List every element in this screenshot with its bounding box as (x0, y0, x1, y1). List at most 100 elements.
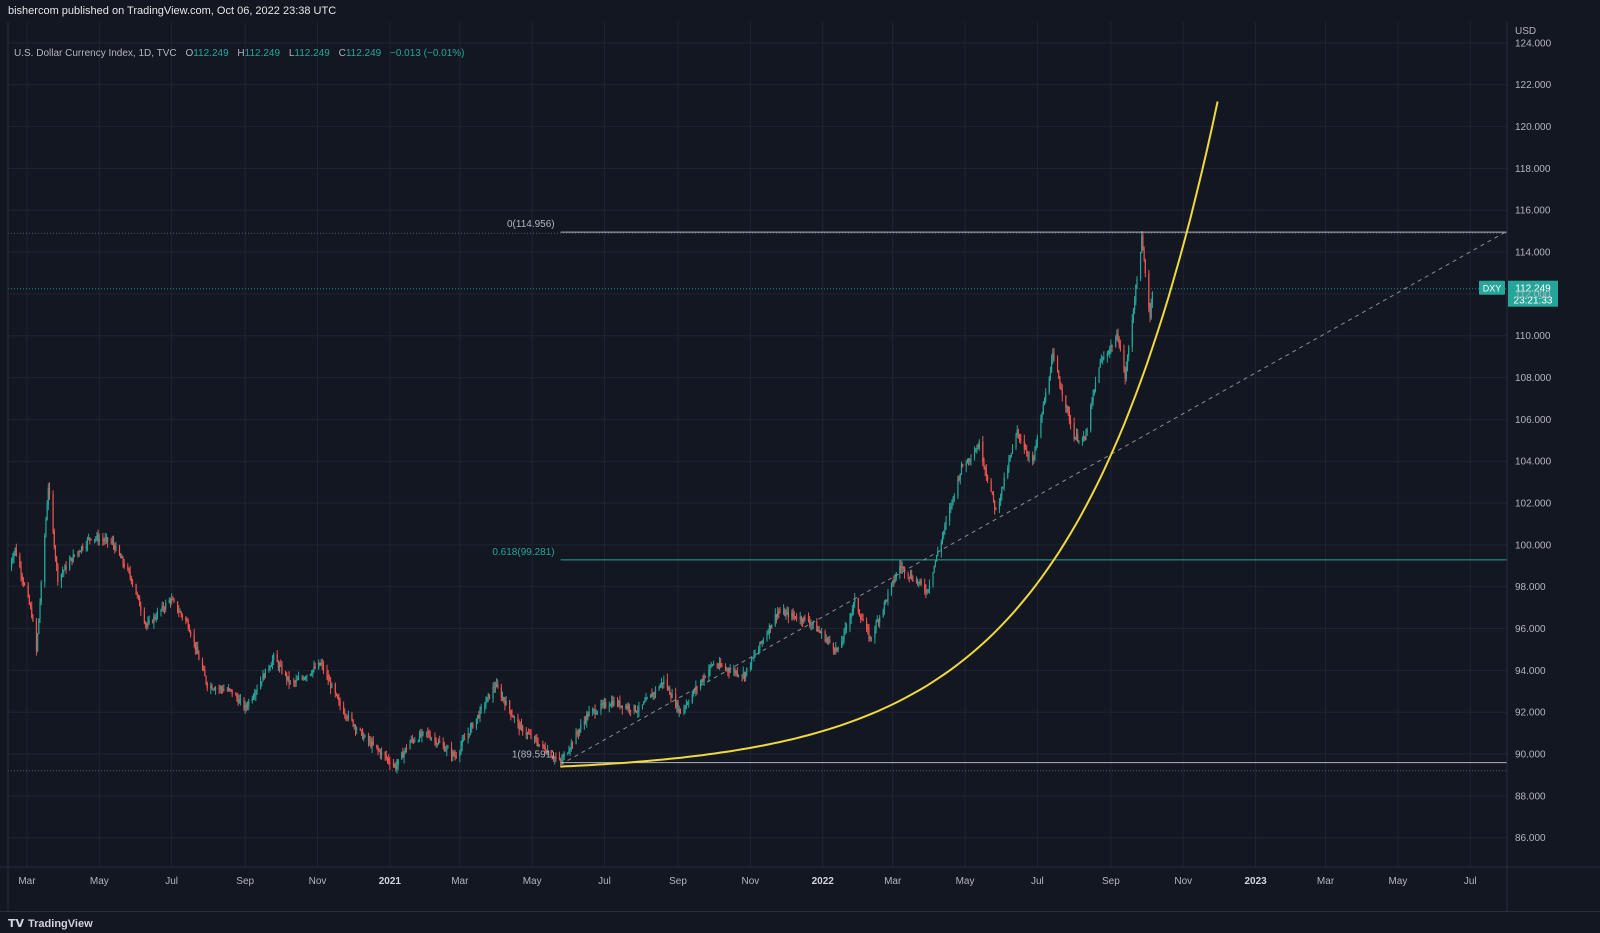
candle-body (69, 560, 71, 570)
candle-body (771, 624, 773, 629)
candle-body (784, 610, 786, 617)
candle-body (29, 604, 32, 608)
candle-body (435, 739, 437, 745)
candle-body (511, 715, 513, 717)
candle-body (658, 687, 660, 690)
candle-body (171, 599, 173, 602)
candle-body (782, 610, 785, 613)
candle-body (729, 670, 731, 673)
candle-body (63, 570, 65, 573)
candle-body (21, 575, 23, 580)
candle-body (135, 583, 137, 595)
candle-body (575, 732, 577, 745)
candle-body (271, 659, 274, 666)
candle-body (434, 738, 436, 740)
candle-body (545, 751, 548, 754)
candle-body (1011, 447, 1014, 454)
candle-body (618, 700, 620, 706)
candle-body (251, 698, 253, 702)
fib-level-label: 0(114.956) (507, 219, 555, 230)
candle-body (580, 724, 582, 730)
candle-body (86, 538, 89, 546)
y-tick-label: 106.000 (1515, 415, 1552, 426)
candle-body (899, 565, 901, 574)
candle-body (107, 537, 109, 542)
candle-body (165, 602, 167, 609)
candle-body (637, 711, 639, 713)
candle-body (982, 441, 984, 463)
candle-body (360, 729, 363, 731)
candle-body (235, 694, 237, 696)
candle-body (867, 627, 869, 630)
candle-body (386, 757, 389, 759)
candle-body (1027, 453, 1029, 457)
candle-body (918, 582, 920, 584)
candle-body (1081, 438, 1084, 441)
candle-body (937, 552, 939, 556)
chart-area[interactable]: 0(114.956) 0.618(99.281) 1(89.591) DXY 112.2… (0, 22, 1600, 911)
candle-body (695, 686, 697, 692)
candle-body (245, 705, 247, 707)
x-tick-label: May (90, 876, 109, 887)
candle-body (326, 670, 328, 676)
candle-body (933, 565, 935, 573)
candle-body (1106, 353, 1108, 357)
price-chart[interactable]: 0(114.956) 0.618(99.281) 1(89.591) DXY 112.2… (0, 22, 1600, 911)
candle-body (1007, 468, 1009, 477)
x-tick-label: Mar (451, 876, 469, 887)
candle-body (893, 580, 895, 583)
candle-body (645, 698, 647, 702)
candle-body (851, 609, 853, 614)
candle-body (513, 717, 515, 719)
x-tick-label: Nov (309, 876, 327, 887)
x-tick-label: Nov (1174, 876, 1192, 887)
candle-body (686, 703, 689, 705)
candle-body (329, 680, 332, 688)
candle-body (857, 598, 859, 612)
candle-body (777, 611, 779, 618)
candle-body (669, 688, 671, 695)
candle-body (634, 705, 636, 712)
candle-body (1053, 353, 1055, 359)
candle-body (994, 500, 996, 510)
candle-body (384, 752, 386, 756)
candle-body (666, 679, 668, 689)
candle-body (1061, 389, 1063, 396)
candle-body (19, 555, 21, 568)
candle-body (890, 583, 893, 593)
candle-body (1028, 455, 1030, 457)
candle-body (15, 547, 17, 556)
candle-body (229, 688, 231, 690)
candle-body (396, 764, 398, 770)
candle-body (372, 741, 374, 745)
candle-body (1051, 360, 1053, 373)
candle-body (1035, 444, 1037, 448)
candle-body (403, 752, 405, 758)
candle-body (677, 702, 679, 712)
candle-body (203, 668, 205, 671)
candle-body (255, 691, 257, 695)
candle-body (602, 703, 604, 705)
candle-body (852, 602, 855, 610)
candle-body (197, 647, 199, 655)
candle-body (169, 599, 172, 602)
tradingview-brand[interactable]: 𝗧𝗩 TradingView (8, 917, 93, 930)
candle-body (1077, 434, 1079, 442)
candle-body (89, 537, 91, 539)
candle-body (619, 700, 621, 707)
candle-body (494, 686, 497, 689)
candle-body (111, 540, 113, 543)
candle-body (1032, 455, 1034, 461)
candle-body (461, 740, 463, 746)
candle-body (172, 599, 174, 601)
candle-body (775, 614, 778, 618)
x-tick-label: 2022 (812, 876, 835, 887)
candle-body (65, 565, 67, 570)
candle-body (1048, 378, 1050, 393)
candle-body (485, 702, 487, 706)
candle-body (121, 557, 123, 559)
candle-body (1151, 291, 1154, 303)
candle-body (850, 613, 852, 619)
candle-body (480, 707, 482, 709)
candle-body (1058, 371, 1060, 379)
